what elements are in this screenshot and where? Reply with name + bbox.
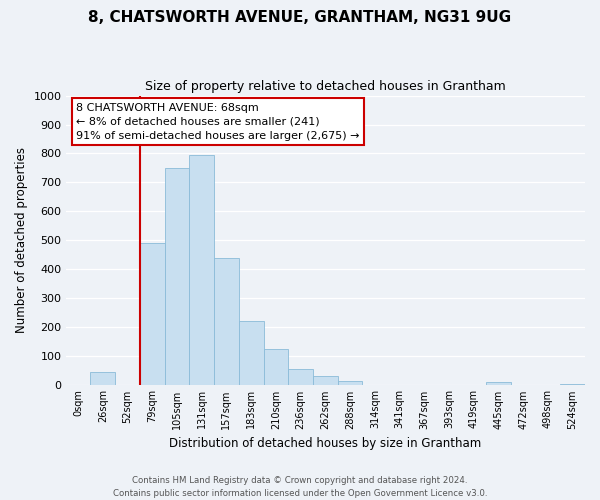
Bar — [190, 155, 214, 385]
Title: Size of property relative to detached houses in Grantham: Size of property relative to detached ho… — [145, 80, 506, 93]
X-axis label: Distribution of detached houses by size in Grantham: Distribution of detached houses by size … — [169, 437, 481, 450]
Text: 8 CHATSWORTH AVENUE: 68sqm
← 8% of detached houses are smaller (241)
91% of semi: 8 CHATSWORTH AVENUE: 68sqm ← 8% of detac… — [76, 103, 359, 141]
Bar — [338, 381, 362, 385]
Bar — [313, 376, 338, 385]
Bar — [140, 243, 164, 385]
Y-axis label: Number of detached properties: Number of detached properties — [15, 148, 28, 334]
Bar — [486, 382, 511, 385]
Bar — [214, 258, 239, 385]
Bar — [288, 369, 313, 385]
Bar — [239, 322, 263, 385]
Bar — [263, 349, 288, 385]
Text: Contains HM Land Registry data © Crown copyright and database right 2024.
Contai: Contains HM Land Registry data © Crown c… — [113, 476, 487, 498]
Bar — [164, 168, 190, 385]
Bar — [560, 384, 585, 385]
Bar — [91, 372, 115, 385]
Text: 8, CHATSWORTH AVENUE, GRANTHAM, NG31 9UG: 8, CHATSWORTH AVENUE, GRANTHAM, NG31 9UG — [88, 10, 512, 25]
